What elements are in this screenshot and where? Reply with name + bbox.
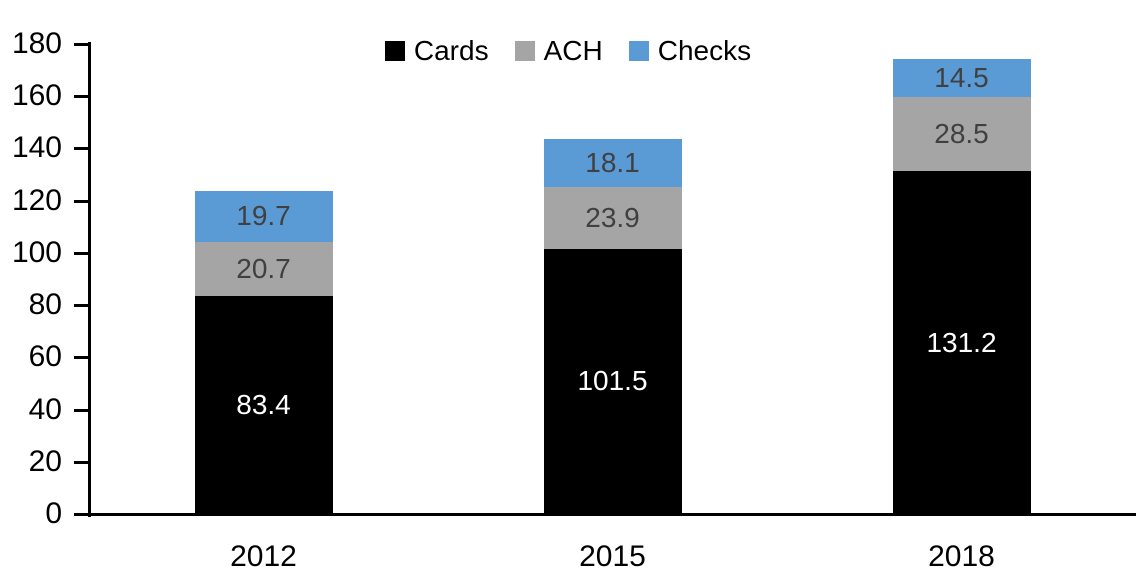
bar-value-label: 19.7 xyxy=(236,200,291,232)
y-axis-tick-label: 140 xyxy=(11,131,62,165)
y-axis-tick-mark xyxy=(74,147,88,151)
x-axis-category-label: 2018 xyxy=(928,540,995,573)
y-axis-tick-mark xyxy=(74,408,88,412)
y-axis-tick-label: 160 xyxy=(11,79,62,113)
bar-value-label: 83.4 xyxy=(236,389,291,421)
bar-segment-cards-2012: 83.4 xyxy=(194,296,333,514)
bar-segment-ach-2018: 28.5 xyxy=(892,97,1031,172)
y-axis-tick-mark xyxy=(74,356,88,360)
y-axis-tick-label: 120 xyxy=(11,183,62,217)
bar-value-label: 28.5 xyxy=(934,118,989,150)
y-axis-line xyxy=(88,42,91,517)
y-axis-tick-mark xyxy=(74,43,88,46)
bar-segment-cards-2018: 131.2 xyxy=(892,171,1031,514)
y-axis-tick-mark xyxy=(74,460,88,464)
y-axis-tick-label: 0 xyxy=(45,497,62,530)
legend-swatch-icon xyxy=(514,41,535,61)
bar-value-label: 131.2 xyxy=(926,326,997,358)
legend-swatch-icon xyxy=(384,41,405,61)
x-axis-category-label: 2015 xyxy=(579,540,646,573)
bar-value-label: 20.7 xyxy=(236,253,291,285)
legend-label: Checks xyxy=(657,35,752,66)
legend-item-checks: Checks xyxy=(628,34,752,68)
y-axis-tick-mark xyxy=(74,304,88,308)
y-axis-tick-label: 20 xyxy=(28,444,62,478)
bar-value-label: 14.5 xyxy=(934,62,989,94)
bar-value-label: 18.1 xyxy=(585,146,640,178)
bar-segment-checks-2015: 18.1 xyxy=(543,139,682,187)
x-axis-category-label: 2012 xyxy=(230,540,297,573)
y-axis-tick-label: 40 xyxy=(28,392,62,426)
bar-segment-checks-2018: 14.5 xyxy=(892,59,1031,97)
y-axis-tick-label: 80 xyxy=(28,288,62,322)
bar-value-label: 23.9 xyxy=(585,201,640,233)
chart-legend: Cards ACH Checks xyxy=(0,34,1136,68)
bar-segment-cards-2015: 101.5 xyxy=(543,248,682,514)
legend-label: ACH xyxy=(543,35,603,66)
y-axis-tick-mark xyxy=(74,251,88,255)
bar-segment-ach-2012: 20.7 xyxy=(194,242,333,297)
bar-segment-checks-2012: 19.7 xyxy=(194,190,333,243)
legend-label: Cards xyxy=(413,35,489,66)
y-axis-tick-label: 180 xyxy=(11,27,62,60)
y-axis-tick-label: 60 xyxy=(28,340,62,374)
y-axis-tick-label: 100 xyxy=(11,235,62,269)
legend-swatch-icon xyxy=(628,41,649,61)
bar-value-label: 101.5 xyxy=(577,365,648,397)
x-axis-line xyxy=(74,513,1136,516)
bar-segment-ach-2015: 23.9 xyxy=(543,186,682,249)
legend-item-ach: ACH xyxy=(514,34,603,68)
y-axis-tick-mark xyxy=(74,95,88,99)
y-axis-tick-mark xyxy=(74,199,88,203)
legend-item-cards: Cards xyxy=(384,34,489,68)
